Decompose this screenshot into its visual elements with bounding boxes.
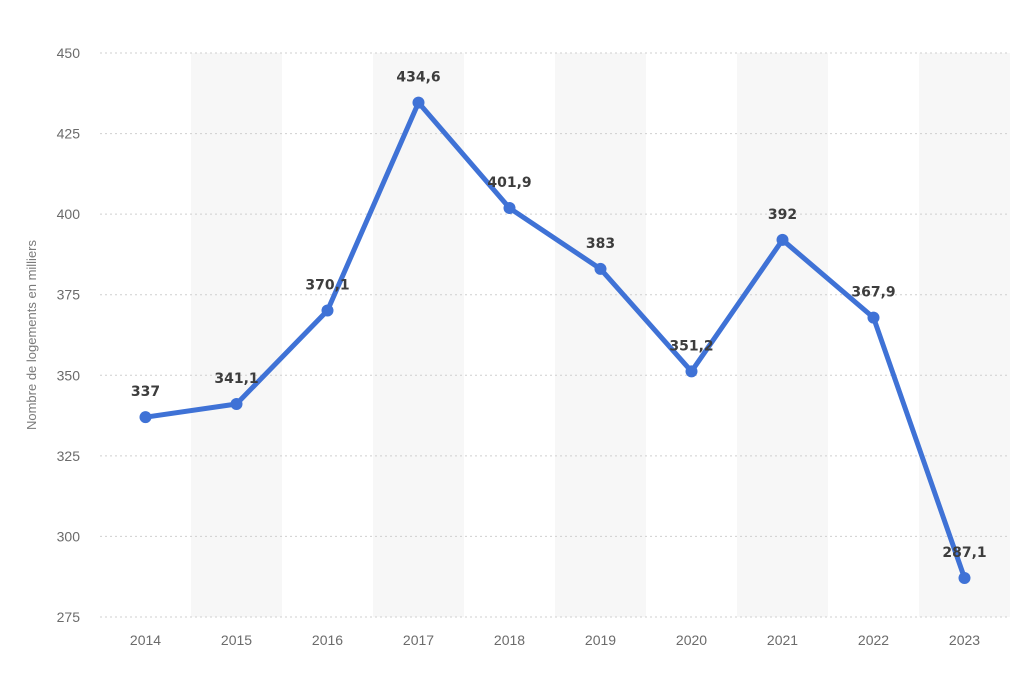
data-point-2019	[594, 262, 607, 275]
x-tick-label-2020: 2020	[676, 632, 707, 648]
data-label-2016: 370,1	[305, 278, 349, 294]
data-labels: 337 341,1 370,1 434,6 401,9 383 351,2 392 367,9 2…	[131, 70, 987, 561]
column-band-2015	[191, 53, 282, 617]
x-axis-ticks: 2014 2015 2016 2017 2018 2019 2020 2021 2022 2023	[130, 632, 980, 648]
x-tick-label-2015: 2015	[221, 632, 252, 648]
data-label-2017: 434,6	[396, 70, 440, 86]
y-tick-label-400: 400	[57, 206, 81, 222]
data-points	[139, 96, 971, 585]
data-point-2020	[685, 365, 698, 378]
data-point-2022	[867, 311, 880, 324]
column-band-2021	[737, 53, 828, 617]
x-tick-label-2022: 2022	[858, 632, 889, 648]
y-tick-label-350: 350	[57, 367, 81, 383]
data-point-2014	[139, 411, 152, 424]
data-label-2019: 383	[586, 236, 615, 252]
y-tick-label-425: 425	[57, 126, 81, 142]
column-band-2019	[555, 53, 646, 617]
y-axis-title: Nombre de logements en milliers	[24, 239, 39, 430]
data-label-2022: 367,9	[851, 285, 895, 301]
column-bands	[191, 53, 1010, 617]
x-tick-label-2021: 2021	[767, 632, 798, 648]
data-point-2017	[412, 96, 425, 109]
data-label-2018: 401,9	[487, 175, 531, 191]
data-label-2021: 392	[768, 207, 797, 223]
x-tick-label-2014: 2014	[130, 632, 161, 648]
column-band-2023	[919, 53, 1010, 617]
y-tick-label-450: 450	[57, 45, 81, 61]
series-line-group	[143, 100, 967, 581]
x-tick-label-2016: 2016	[312, 632, 343, 648]
column-band-2017	[373, 53, 464, 617]
x-tick-label-2023: 2023	[949, 632, 980, 648]
data-point-2023	[958, 572, 971, 585]
y-tick-label-300: 300	[57, 528, 81, 544]
y-tick-label-375: 375	[57, 287, 81, 303]
gridlines	[100, 52, 1010, 618]
y-axis-ticks: 275 300 325 350 375 400 425 450	[57, 45, 81, 625]
y-tick-label-275: 275	[57, 609, 81, 625]
data-point-2016	[321, 304, 334, 317]
data-label-2015: 341,1	[214, 371, 258, 387]
x-tick-label-2017: 2017	[403, 632, 434, 648]
x-tick-label-2019: 2019	[585, 632, 616, 648]
x-tick-label-2018: 2018	[494, 632, 525, 648]
series-line	[143, 100, 967, 581]
data-point-2015	[230, 397, 243, 410]
data-point-2018	[503, 202, 516, 215]
data-label-2020: 351,2	[669, 338, 713, 354]
data-label-2023: 287,1	[942, 545, 986, 561]
data-label-2014: 337	[131, 384, 160, 400]
y-tick-label-325: 325	[57, 448, 81, 464]
data-point-2021	[776, 233, 789, 246]
